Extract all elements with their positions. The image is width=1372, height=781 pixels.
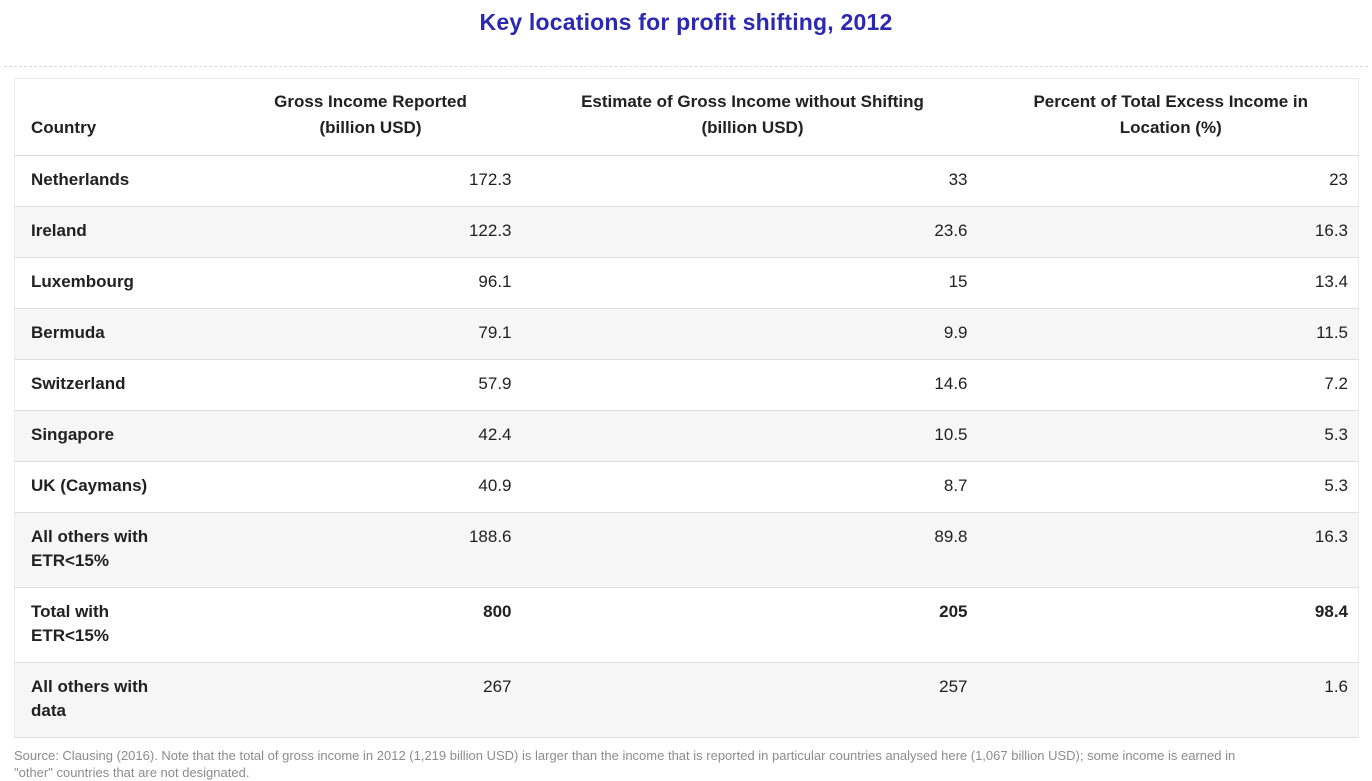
column-header-label: Country	[31, 118, 97, 137]
header-row: Country Gross Income Reported (billion U…	[14, 78, 1359, 156]
column-header-estimate-without-shifting: Estimate of Gross Income without Shiftin…	[521, 78, 978, 156]
value-cell: 79.1	[213, 308, 522, 360]
value-cell: 23.6	[521, 206, 978, 258]
country-cell: Netherlands	[31, 170, 130, 189]
country-cell: All others with data	[14, 662, 214, 738]
value-cell: 205	[521, 587, 978, 663]
value-cell: 57.9	[213, 359, 522, 411]
value-cell: 9.9	[521, 308, 978, 360]
value-cell: 40.9	[213, 461, 522, 513]
country-cell: Switzerland	[14, 359, 214, 411]
page-title: Key locations for profit shifting, 2012	[479, 9, 893, 35]
value-cell: 89.8	[521, 512, 978, 588]
value-cell: 257	[521, 662, 978, 738]
column-header-label: Estimate of Gross Income without Shiftin…	[581, 92, 924, 111]
value-cell: 33	[948, 170, 968, 189]
value-cell: 1.6	[977, 662, 1359, 738]
column-header-label: Location (%)	[1119, 118, 1222, 137]
value-cell: 267	[213, 662, 522, 738]
value-cell: 5.3	[977, 461, 1359, 513]
value-cell: 11.5	[977, 308, 1359, 360]
value-cell: 98.4	[977, 587, 1359, 663]
value-cell: 188.6	[213, 512, 522, 588]
table-row: Singapore 42.4 10.5 5.3	[14, 410, 1359, 462]
table-row: Luxembourg 96.1 15 13.4	[14, 257, 1359, 309]
value-cell: 16.3	[977, 206, 1359, 258]
column-header-country: Country	[14, 78, 214, 156]
value-cell: 122.3	[213, 206, 522, 258]
value-cell: 5.3	[977, 410, 1359, 462]
value-cell: 172.3	[468, 170, 512, 189]
value-cell: 14.6	[521, 359, 978, 411]
column-header-label: Gross Income Reported	[274, 92, 467, 111]
table-row: Ireland 122.3 23.6 16.3	[14, 206, 1359, 258]
country-cell: Ireland	[14, 206, 214, 258]
country-cell: Singapore	[14, 410, 214, 462]
column-header-gross-income-reported: Gross Income Reported (billion USD)	[213, 78, 522, 156]
table-row: UK (Caymans) 40.9 8.7 5.3	[14, 461, 1359, 513]
country-cell: UK (Caymans)	[14, 461, 214, 513]
profit-shifting-table-container: Country Gross Income Reported (billion U…	[14, 78, 1359, 738]
value-cell: 800	[213, 587, 522, 663]
value-cell: 42.4	[213, 410, 522, 462]
value-cell: 10.5	[521, 410, 978, 462]
column-header-label: (billion USD)	[701, 118, 804, 137]
dashed-divider	[4, 66, 1368, 67]
value-cell: 15	[521, 257, 978, 309]
country-cell: All others with ETR<15%	[14, 512, 214, 588]
table-row: Total with ETR<15% 800 205 98.4	[14, 587, 1359, 663]
table-row: Bermuda 79.1 9.9 11.5	[14, 308, 1359, 360]
value-cell: 8.7	[521, 461, 978, 513]
profit-shifting-table: Country Gross Income Reported (billion U…	[14, 78, 1359, 738]
column-header-label: Percent of Total Excess Income in	[1033, 92, 1309, 111]
country-cell: Luxembourg	[14, 257, 214, 309]
value-cell: 16.3	[977, 512, 1359, 588]
column-header-label: (billion USD)	[319, 118, 422, 137]
value-cell: 96.1	[213, 257, 522, 309]
column-header-percent-excess-income: Percent of Total Excess Income in Locati…	[977, 78, 1359, 156]
table-row: Netherlands 172.3 33 23	[15, 156, 1359, 207]
table-row: Switzerland 57.9 14.6 7.2	[14, 359, 1359, 411]
value-cell: 7.2	[977, 359, 1359, 411]
value-cell: 23	[1329, 170, 1348, 189]
table-body: Netherlands 172.3 33 23 Ireland 122.3 23.6 16.3…	[14, 156, 1359, 738]
source-note: Source: Clausing (2016). Note that the t…	[14, 748, 1236, 780]
country-cell: Total with ETR<15%	[14, 587, 214, 663]
table-header: Country Gross Income Reported (billion U…	[14, 78, 1359, 156]
table-row: All others with ETR<15% 188.6 89.8 16.3	[14, 512, 1359, 588]
value-cell: 13.4	[977, 257, 1359, 309]
table-row: All others with data 267 257 1.6	[14, 662, 1359, 738]
country-cell: Bermuda	[14, 308, 214, 360]
